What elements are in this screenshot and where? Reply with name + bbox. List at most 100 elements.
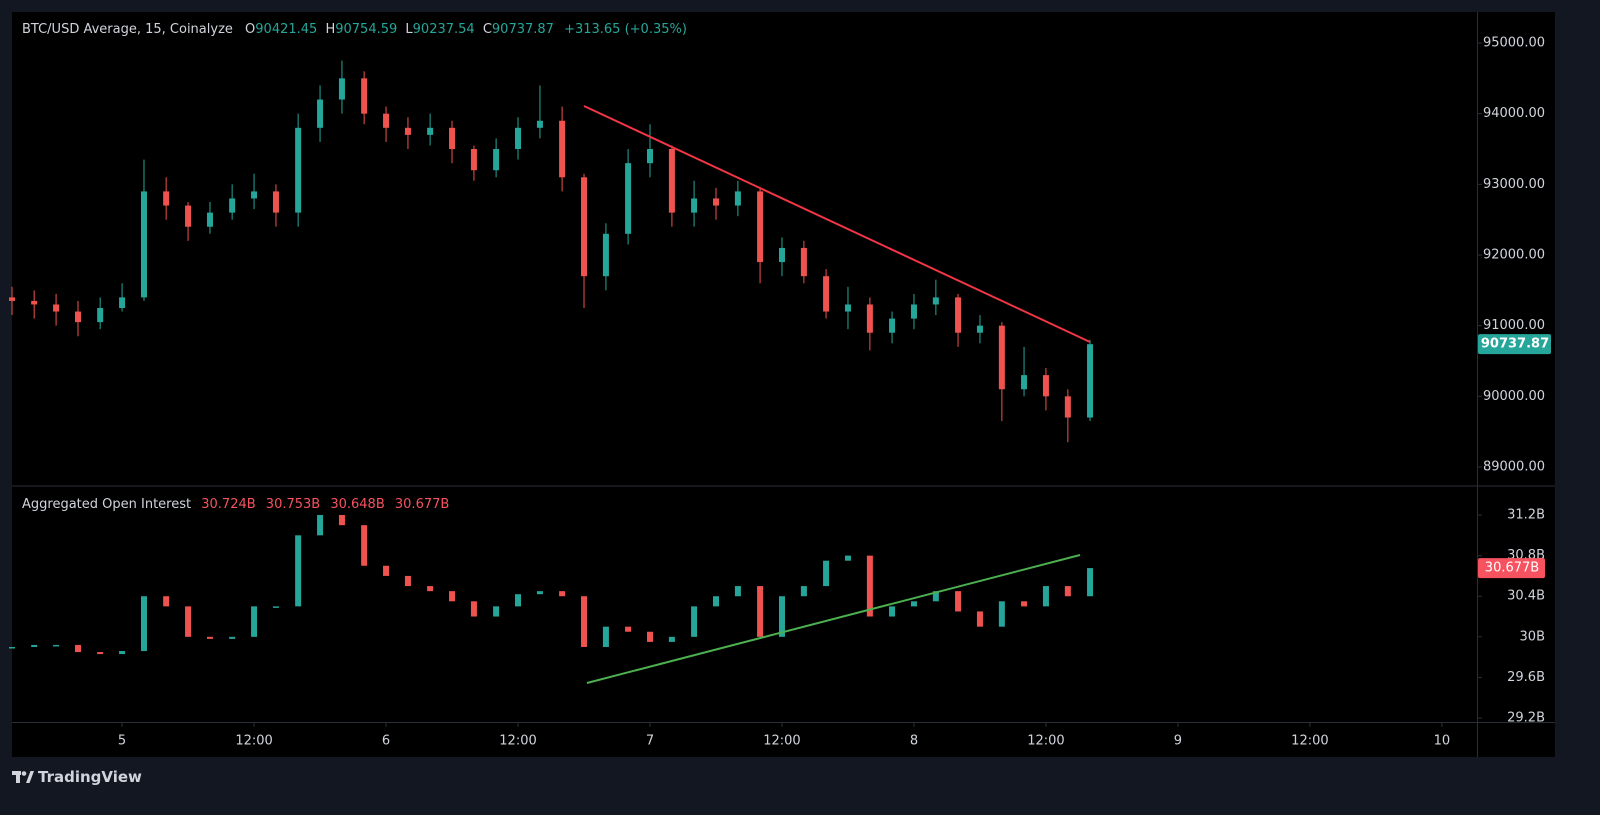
legend-title: BTC/USD Average, 15, Coinalyze [22,22,233,37]
oi-bar [515,594,522,607]
legend-label: L [405,22,413,37]
oi-bar [229,636,236,639]
candle-body [889,318,896,333]
candle-body [955,297,962,333]
legend-title: Aggregated Open Interest [22,497,192,512]
legend-label: C [482,22,492,37]
price-label-box [1478,334,1551,355]
oi-bar [206,636,213,639]
oi-bar [844,555,851,561]
candle-body [910,304,917,319]
candle-body [647,149,654,164]
oi-bar [668,636,675,642]
logo [12,771,34,783]
price-legend: BTC/USD Average, 15, Coinalyze O90421.45… [22,22,687,37]
x-tick-label: 8 [910,734,918,749]
legend-value: 30.753B [265,497,321,512]
candle-body [97,307,104,323]
y-tick-label: 29.6B [1507,670,1545,685]
candle-body [581,177,588,277]
oi-bar [9,646,15,649]
candle-body [295,127,302,213]
y-tick-label: 93000.00 [1483,177,1545,192]
oi-bar [1087,568,1094,597]
oi-bar [449,591,456,602]
oi-bar [119,651,126,655]
oi-bar [955,591,962,612]
candle-body [31,300,38,305]
oi-bar [602,626,609,647]
brand[interactable]: TradingView [38,768,142,786]
legend-value: 90237.54 [412,22,475,37]
candle-body [800,247,807,277]
x-tick-label: 12:00 [1027,734,1064,749]
oi-bar [800,586,807,597]
oi-bar [536,591,543,595]
candle-body [778,247,785,263]
legend-value: 90737.87 [491,22,554,37]
candle-body [251,191,258,199]
candle-body [515,127,522,150]
candle-body [338,78,345,100]
candle-body [361,78,368,114]
oi-bar [74,644,81,653]
candle-body [866,304,873,333]
oi-bar [625,626,632,632]
candle-body [74,311,81,323]
oi-bar [251,606,258,637]
oi-label: 30.677B [1485,561,1539,576]
x-tick-label: 7 [646,734,654,749]
candle-body [383,113,390,128]
oi-bar [734,586,741,597]
candle-body [449,127,456,150]
candle-body [844,304,851,312]
y-tick-label: 31.2B [1507,508,1545,523]
candle-body [1087,344,1094,418]
oi-bar [493,606,500,617]
oi-bar [823,560,830,587]
oi-bar [317,515,324,536]
y-tick-label: 95000.00 [1483,36,1545,51]
oi-legend: Aggregated Open Interest 30.724B 30.753B… [22,497,449,512]
legend-value: 90754.59 [335,22,398,37]
y-tick-label: 30.4B [1507,589,1545,604]
oi-bar [53,644,60,647]
oi-bar [581,596,588,647]
oi-bar [559,591,566,597]
x-tick-label: 12:00 [235,734,272,749]
oi-label-box [1478,558,1545,579]
y-tick-label: 89000.00 [1483,459,1545,474]
candle-body [1064,396,1071,418]
candle-body [229,198,236,213]
candle-body [536,120,543,128]
candle-body [493,149,500,171]
oi-bar [427,586,434,592]
candle-body [976,325,983,333]
oi-bar [163,596,170,607]
oi-bar [647,631,654,642]
candle-body [163,191,170,206]
chart-background [12,12,1555,757]
candle-body [559,120,566,178]
legend-value: 30.677B [394,497,450,512]
oi-bar [866,555,873,617]
oi-bar [97,652,104,655]
oi-bar [361,525,368,566]
x-tick-label: 12:00 [1291,734,1328,749]
oi-bar [140,596,147,652]
candle-body [185,205,192,227]
oi-bar [470,601,477,617]
candle-body [317,99,324,128]
candle-body [712,198,719,206]
oi-bar [404,575,411,587]
legend-value: 30.648B [330,497,385,512]
candle-body [9,297,15,301]
x-tick-label: 12:00 [763,734,800,749]
candle-body [734,191,741,206]
oi-bar [712,596,719,607]
oi-bar [1042,586,1049,607]
legend-change: +313.65 (+0.35%) [564,22,687,37]
candle-body [119,297,126,308]
